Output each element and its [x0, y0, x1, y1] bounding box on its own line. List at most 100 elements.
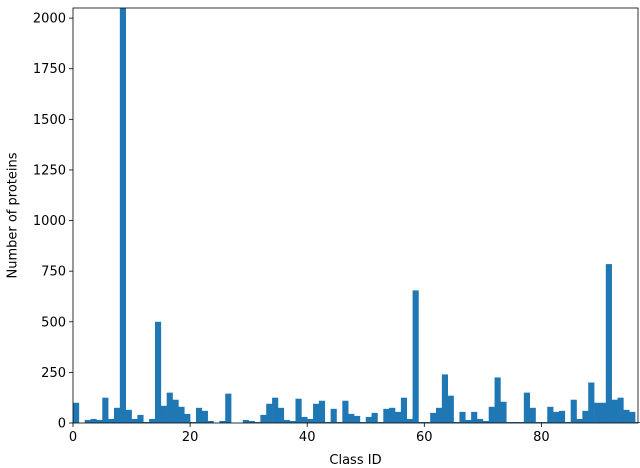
- bar: [154, 321, 162, 423]
- bar: [201, 410, 208, 423]
- bar: [184, 413, 191, 423]
- bar: [219, 420, 226, 423]
- bar: [447, 395, 454, 423]
- bar: [113, 407, 121, 423]
- bar: [395, 411, 402, 423]
- bar: [143, 421, 150, 423]
- bar: [96, 419, 103, 423]
- x-tick-label: 0: [69, 430, 77, 445]
- y-tick-label: 750: [41, 265, 66, 280]
- bar: [336, 421, 343, 423]
- bar: [547, 406, 554, 423]
- y-tick-label: 1250: [33, 163, 66, 178]
- bar: [190, 421, 197, 423]
- bar: [512, 421, 519, 423]
- y-tick-label: 1500: [33, 113, 66, 128]
- y-tick-label: 2000: [33, 12, 66, 27]
- bars-group: [73, 8, 640, 423]
- bar: [301, 416, 308, 423]
- bar: [629, 411, 636, 423]
- bar: [517, 421, 525, 423]
- x-axis-ticks: 0 20 40 60 80: [69, 423, 550, 445]
- bar: [541, 421, 548, 423]
- bar: [283, 419, 290, 423]
- bar: [307, 418, 314, 423]
- bar: [564, 421, 571, 423]
- y-tick-label: 250: [41, 366, 66, 381]
- bar: [119, 8, 126, 423]
- y-tick-label: 0: [58, 417, 66, 432]
- bar: [605, 264, 612, 423]
- bar: [84, 419, 91, 423]
- bar: [207, 420, 214, 423]
- y-tick-label: 1000: [33, 214, 66, 229]
- bar: [553, 411, 560, 423]
- bar: [330, 408, 337, 423]
- bar: [500, 401, 507, 423]
- bar: [476, 418, 484, 423]
- bar: [412, 290, 419, 423]
- bar: [342, 400, 349, 423]
- bar: [465, 419, 472, 423]
- bar: [90, 418, 97, 423]
- bar: [348, 413, 355, 423]
- bar: [506, 421, 513, 423]
- bar: [599, 402, 607, 423]
- bar: [418, 421, 425, 423]
- bar: [131, 418, 138, 423]
- y-tick-label: 1750: [33, 62, 66, 77]
- bar: [424, 421, 431, 423]
- bar: [400, 397, 408, 423]
- bar: [125, 409, 132, 423]
- y-axis-label: Number of proteins: [6, 152, 21, 278]
- bar: [523, 392, 530, 423]
- bar: [611, 399, 618, 423]
- bar: [441, 374, 449, 423]
- y-tick-label: 500: [41, 315, 66, 330]
- bar: [588, 382, 595, 423]
- bar: [365, 416, 372, 423]
- bar: [318, 400, 326, 423]
- bar: [471, 411, 478, 423]
- bar: [260, 414, 267, 423]
- bar: [172, 399, 179, 423]
- bar: [225, 393, 232, 423]
- x-tick-label: 40: [299, 430, 316, 445]
- bar: [623, 409, 630, 423]
- bar: [635, 421, 640, 423]
- y-axis-ticks: 0 250 500 750 1000 1250 1500 1750 2000: [33, 12, 73, 432]
- bar: [266, 403, 273, 423]
- bar: [582, 410, 589, 423]
- bar: [430, 412, 437, 423]
- bar: [576, 418, 583, 423]
- bar: [389, 407, 396, 423]
- bar: [354, 415, 361, 423]
- bar: [494, 377, 501, 423]
- bar: [482, 420, 489, 423]
- x-tick-label: 60: [416, 430, 433, 445]
- bar: [289, 420, 296, 423]
- bar: [137, 414, 144, 423]
- bar: [436, 407, 443, 423]
- bar: [73, 402, 80, 423]
- bar: [166, 392, 173, 423]
- bar: [313, 403, 320, 423]
- bar: [242, 419, 249, 423]
- bar: [383, 408, 390, 423]
- bar: [248, 420, 255, 423]
- bar: [535, 421, 542, 423]
- bar: [295, 398, 302, 423]
- x-tick-label: 80: [533, 430, 550, 445]
- x-axis-label: Class ID: [329, 453, 381, 468]
- bar: [102, 397, 109, 423]
- bar: [377, 421, 384, 423]
- bar: [160, 405, 167, 423]
- bar: [570, 399, 577, 423]
- bar: [272, 397, 279, 423]
- bar: [594, 402, 601, 423]
- x-tick-label: 20: [182, 430, 199, 445]
- bar: [459, 411, 466, 423]
- bar: [371, 412, 378, 423]
- bar: [195, 407, 203, 423]
